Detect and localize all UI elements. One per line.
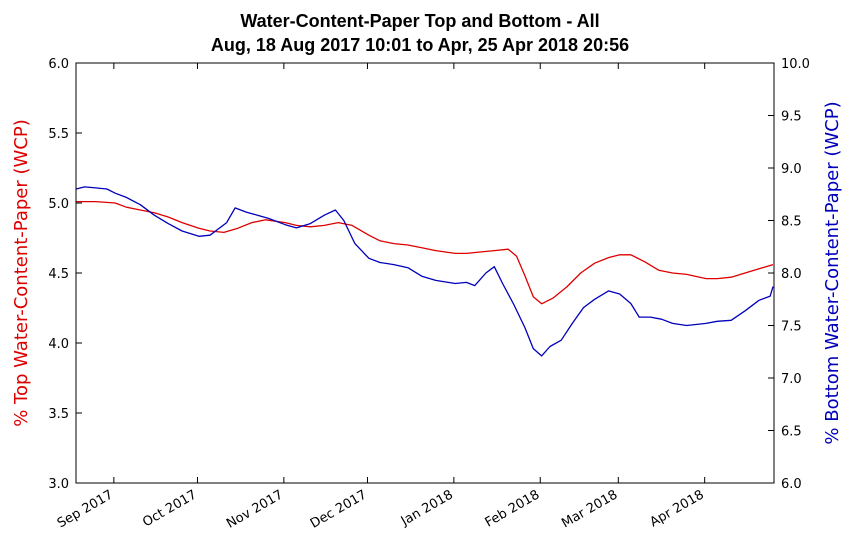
x-tick-label: Mar 2018 (559, 487, 620, 531)
x-tick-label: Apr 2018 (647, 487, 706, 530)
x-tick-label: Jan 2018 (398, 487, 456, 529)
left-tick-label: 3.5 (48, 407, 69, 422)
left-axis-label: % Top Water-Content-Paper (WCP) (11, 119, 32, 427)
right-axis-ticks: 6.0 6.5 7.0 7.5 8.0 8.5 9.0 9.5 10.0 (768, 57, 810, 492)
x-tick-label: Feb 2018 (483, 487, 543, 530)
right-tick-label: 8.0 (781, 267, 802, 282)
right-tick-label: 8.5 (781, 215, 802, 230)
x-tick-label: Dec 2017 (308, 487, 370, 531)
series-line-top (76, 200, 774, 305)
plot-lines (76, 186, 774, 357)
series-line-bottom (76, 186, 774, 357)
right-tick-label: 7.5 (781, 320, 802, 335)
right-tick-label: 7.0 (781, 372, 802, 387)
right-tick-label: 9.5 (781, 110, 802, 125)
right-tick-label: 9.0 (781, 162, 802, 177)
left-tick-label: 5.0 (48, 197, 69, 212)
left-tick-label: 5.5 (48, 127, 69, 142)
x-axis-ticks: Sep 2017 Oct 2017 Nov 2017 Dec 2017 Jan 2018… (55, 63, 707, 532)
left-tick-label: 4.0 (48, 337, 69, 352)
x-tick-label: Oct 2017 (140, 487, 199, 530)
right-axis-label: % Bottom Water-Content-Paper (WCP) (822, 101, 843, 444)
left-tick-label: 6.0 (48, 57, 69, 72)
right-tick-label: 10.0 (781, 57, 810, 72)
x-tick-label: Nov 2017 (224, 487, 286, 531)
chart-title: Water-Content-Paper Top and Bottom - All (240, 11, 599, 31)
x-tick-label: Sep 2017 (55, 487, 116, 531)
right-tick-label: 6.0 (781, 477, 802, 492)
plot-frame (75, 62, 775, 484)
left-tick-label: 3.0 (48, 477, 69, 492)
chart-subtitle: Aug, 18 Aug 2017 10:01 to Apr, 25 Apr 20… (211, 35, 629, 55)
left-axis-ticks: 3.0 3.5 4.0 4.5 5.0 5.5 6.0 (48, 57, 82, 492)
right-tick-label: 6.5 (781, 425, 802, 440)
left-tick-label: 4.5 (48, 267, 69, 282)
